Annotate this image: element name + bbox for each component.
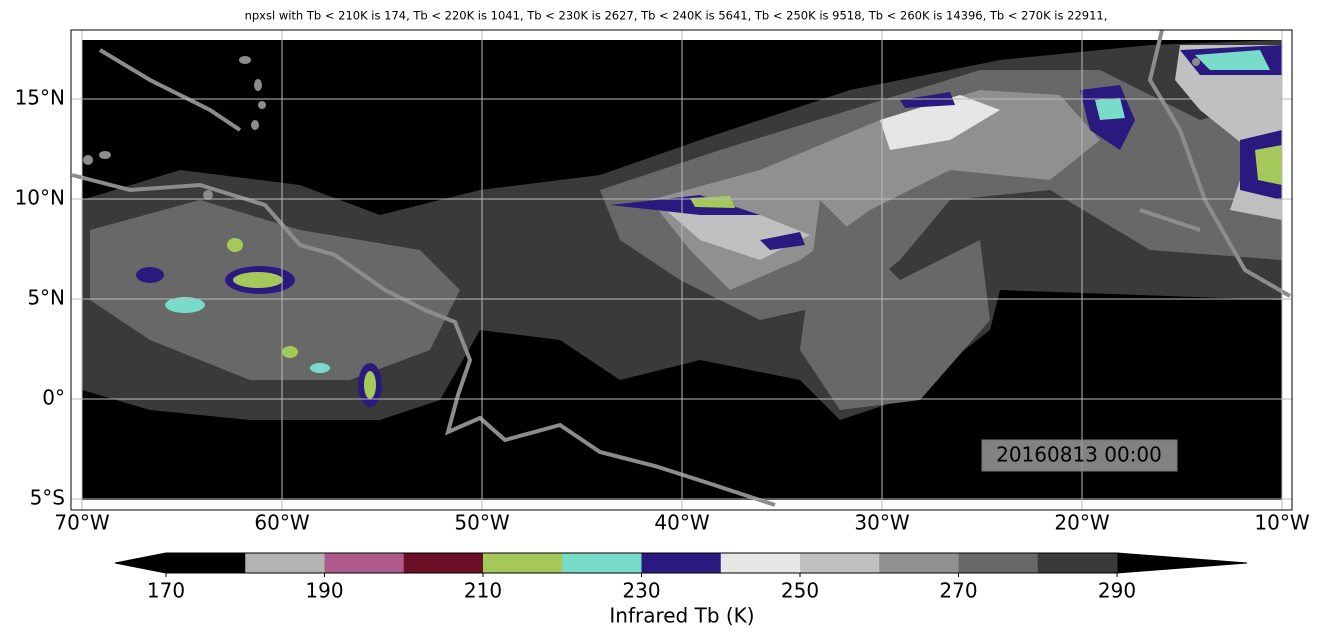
colorbar-tick-label: 210 — [464, 579, 502, 603]
timestamp: 20160813 00:00 — [996, 443, 1162, 467]
colorbar-bin — [166, 553, 246, 573]
colorbar-bin — [641, 553, 722, 573]
colorbar-tick-label: 250 — [781, 579, 819, 603]
y-tick-label: 15°N — [15, 86, 65, 110]
colorbar-bin — [800, 553, 880, 573]
colorbar-extend-over — [1117, 553, 1247, 573]
y-tick-label: 10°N — [15, 186, 65, 210]
colorbar-extend-under — [115, 553, 166, 573]
x-tick-label: 50°W — [454, 511, 509, 535]
x-tick-label: 30°W — [854, 511, 909, 535]
x-tick-label: 70°W — [54, 511, 109, 535]
colorbar-label: Infrared Tb (K) — [609, 604, 754, 628]
y-tick-label: 5°N — [27, 286, 65, 310]
colorbar-tick-label: 290 — [1098, 579, 1136, 603]
colorbar-bin — [1037, 553, 1118, 573]
x-tick-label: 60°W — [254, 511, 309, 535]
coastlines — [71, 29, 1292, 507]
x-tick-label: 40°W — [654, 511, 709, 535]
colorbar-bin — [958, 553, 1039, 573]
title: npxsl with Tb < 210K is 174, Tb < 220K i… — [245, 9, 1108, 23]
colorbar-tick-label: 170 — [147, 579, 185, 603]
grid — [71, 30, 1292, 510]
colorbar-bin — [483, 553, 563, 573]
map-frame — [70, 29, 1293, 511]
colorbar-bin — [562, 553, 642, 573]
colorbar-bin — [245, 553, 325, 573]
colorbar-tick-label: 190 — [305, 579, 343, 603]
y-tick-label: 0° — [42, 386, 65, 410]
colorbar-bin — [720, 553, 801, 573]
x-tick-label: 20°W — [1054, 511, 1109, 535]
islands — [83, 56, 1200, 200]
colorbar-bin — [324, 553, 405, 573]
colorbar-tick-label: 270 — [939, 579, 977, 603]
colorbar: 170 190 210 230 250 270 290 — [114, 552, 1248, 603]
colorbar-bin — [403, 553, 484, 573]
colorbar-tick-label: 230 — [622, 579, 660, 603]
timestamp-box: 20160813 00:00 — [981, 439, 1178, 472]
colorbar-bin — [879, 553, 959, 573]
y-tick-label: 5°S — [30, 486, 65, 510]
x-tick-label: 10°W — [1254, 511, 1309, 535]
